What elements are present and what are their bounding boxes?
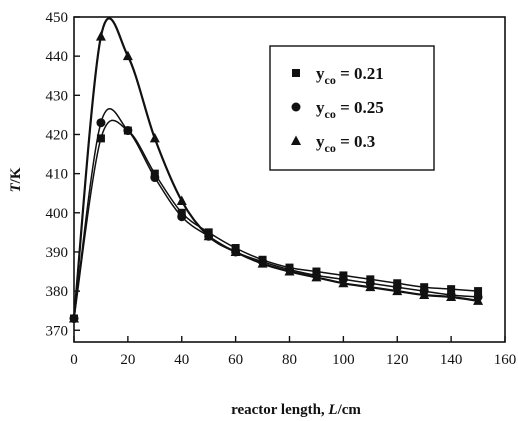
series-layer <box>69 17 484 324</box>
data-point-triangle <box>257 258 268 268</box>
data-point-triangle <box>311 271 322 282</box>
data-point-triangle <box>392 285 403 296</box>
data-point-circle <box>96 118 106 128</box>
data-point-triangle <box>176 195 187 206</box>
y-tick-label: 370 <box>46 323 69 339</box>
x-tick-label: 40 <box>174 352 189 368</box>
data-point-square <box>474 287 483 296</box>
series-line-triangle <box>72 17 479 319</box>
data-point-circle <box>150 173 160 183</box>
y-tick-label: 440 <box>46 49 69 65</box>
x-tick-label: 140 <box>440 352 463 368</box>
legend-marker-circle <box>291 102 301 112</box>
data-point-triangle <box>230 246 241 256</box>
data-point-triangle <box>203 230 214 241</box>
x-tick-label: 0 <box>70 352 78 368</box>
x-tick-label: 160 <box>494 352 517 368</box>
legend-marker-square <box>292 69 300 77</box>
x-tick-label: 120 <box>386 352 409 368</box>
data-point-triangle <box>284 266 295 276</box>
data-point-square <box>447 285 456 294</box>
y-tick-label: 410 <box>46 167 69 183</box>
data-point-triangle <box>122 50 133 61</box>
data-point-circle <box>123 126 133 136</box>
y-tick-label: 420 <box>46 127 69 143</box>
legend-marker-triangle <box>291 135 301 145</box>
data-point-triangle <box>149 132 160 143</box>
series-triangle <box>69 17 484 323</box>
y-axis-title: T/K <box>8 167 24 192</box>
data-point-triangle <box>69 313 79 323</box>
data-point-triangle <box>95 31 106 41</box>
data-point-square <box>96 134 105 143</box>
y-tick-label: 390 <box>46 245 69 261</box>
x-axis-title: reactor length, L/cm <box>231 402 361 418</box>
axis-ticks: 0 20 40 60 80 100 120 140 160 370 380 390 400 410 420 4… <box>46 10 517 368</box>
x-tick-label: 80 <box>282 352 297 368</box>
data-point-triangle <box>446 291 457 301</box>
y-tick-label: 450 <box>46 10 69 26</box>
data-point-triangle <box>338 277 349 288</box>
x-tick-label: 60 <box>228 352 243 368</box>
y-tick-label: 430 <box>46 88 69 104</box>
legend: yco = 0.21 yco = 0.25 yco = 0.3 <box>269 45 435 171</box>
y-tick-label: 400 <box>46 206 69 222</box>
data-point-circle <box>177 212 187 222</box>
legend-label: yco = 0.3 <box>316 132 375 155</box>
legend-label: yco = 0.25 <box>316 98 384 121</box>
y-tick-label: 380 <box>46 284 69 300</box>
x-tick-label: 100 <box>332 352 355 368</box>
data-point-triangle <box>473 295 484 305</box>
legend-label: yco = 0.21 <box>316 64 384 87</box>
data-point-triangle <box>365 281 376 292</box>
data-point-triangle <box>419 289 430 300</box>
x-tick-label: 20 <box>120 352 135 368</box>
